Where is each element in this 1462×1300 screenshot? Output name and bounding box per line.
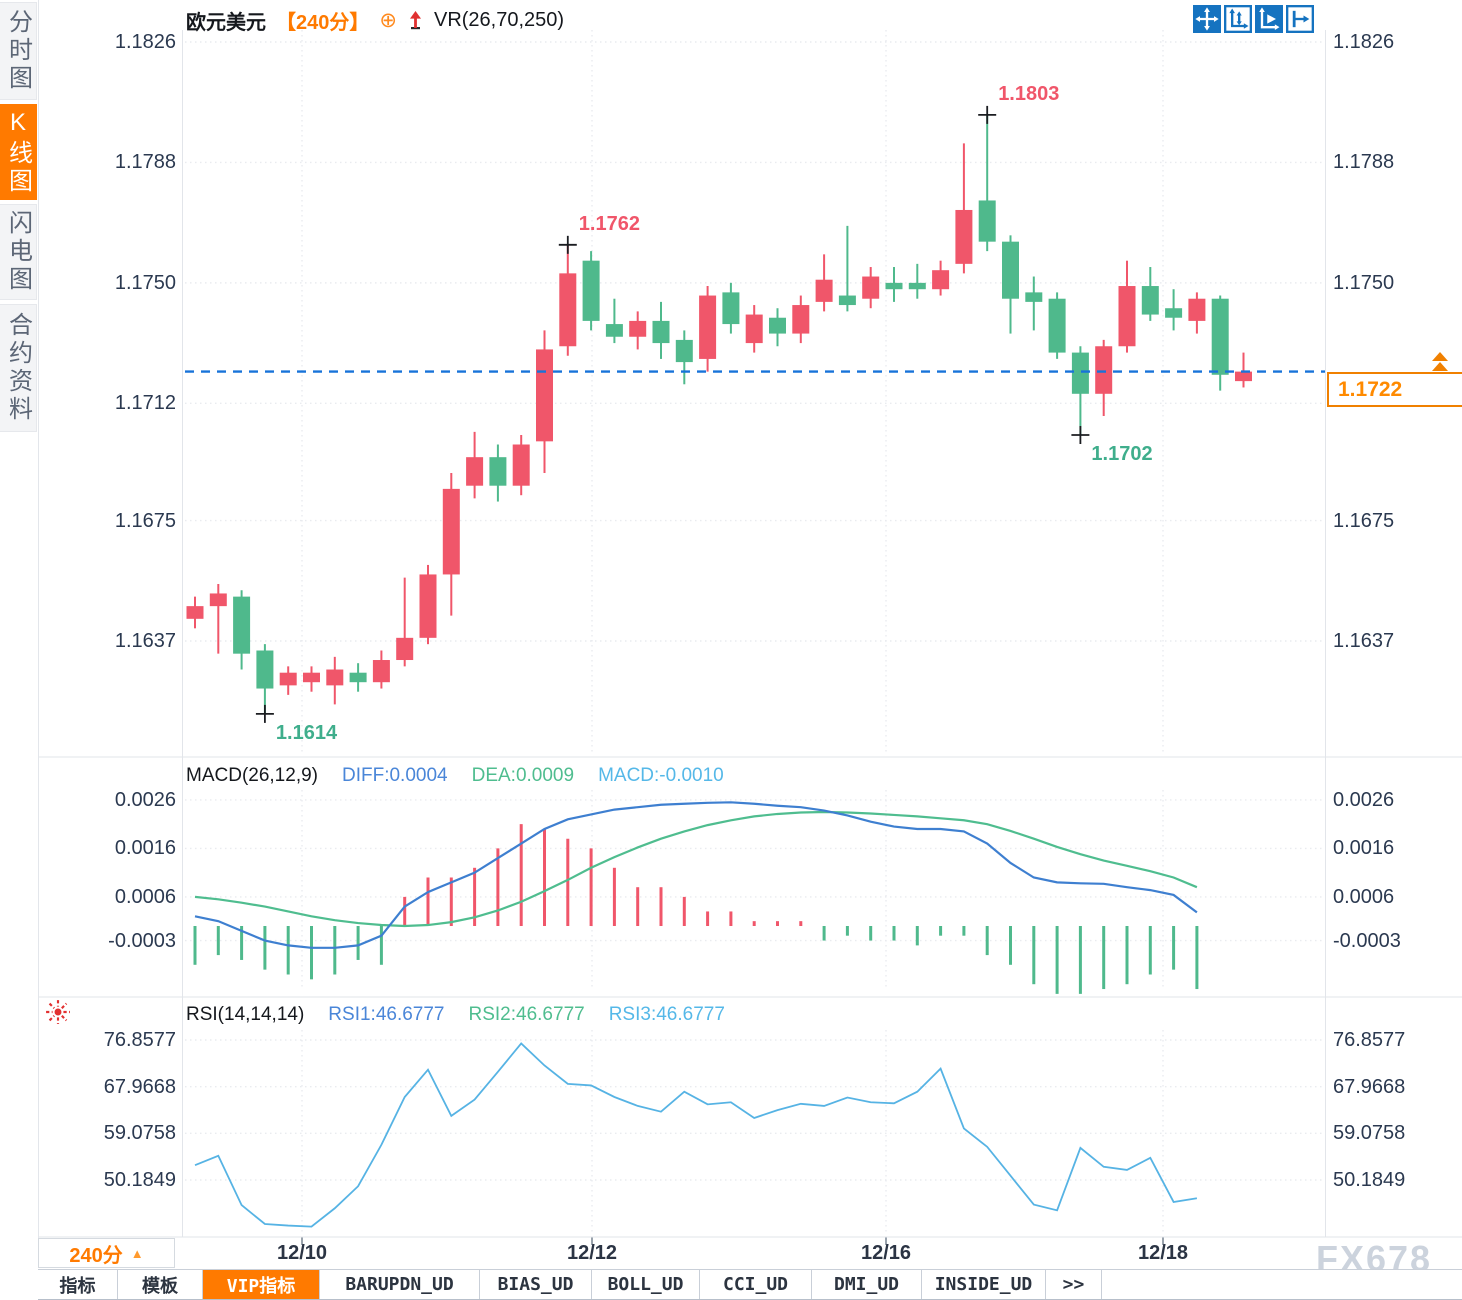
- macd-axis-label-left: -0.0003: [108, 929, 176, 952]
- toolbar-axis-scale-button[interactable]: [1224, 5, 1252, 33]
- rsi-axis-label-right: 76.8577: [1333, 1029, 1406, 1051]
- tab-cci-ud[interactable]: CCI_UD: [700, 1270, 812, 1299]
- price-axis-label-left: 1.1826: [114, 31, 176, 53]
- add-compare-icon[interactable]: ⊕: [379, 9, 397, 32]
- macd-axis-label-left: 0.0006: [114, 885, 176, 908]
- tab-inside-ud[interactable]: INSIDE_UD: [922, 1270, 1046, 1299]
- bottom-tabbar: 指标 模板 VIP指标 BARUPDN_UD BIAS_UD BOLL_UD C…: [38, 1269, 1462, 1300]
- macd-header: MACD(26,12,9) DIFF:0.0004 DEA:0.0009 MAC…: [186, 765, 724, 787]
- vr-up-arrow-icon: [409, 11, 421, 30]
- macd-axis-label-right: 0.0006: [1333, 885, 1395, 908]
- tab-boll-ud[interactable]: BOLL_UD: [592, 1270, 700, 1299]
- price-axis-label-left: 1.1712: [114, 392, 176, 415]
- macd-axis-label-left: 0.0016: [114, 837, 176, 860]
- price-axis-label-left: 1.1788: [114, 151, 176, 174]
- price-axis-label-right: 1.1788: [1333, 151, 1395, 174]
- price-axis-label-right: 1.1637: [1333, 630, 1395, 652]
- macd-hist-value: MACD:-0.0010: [598, 765, 724, 786]
- rsi-axis-label-left: 67.9668: [103, 1075, 176, 1098]
- vr-indicator-label: VR(26,70,250): [433, 9, 565, 31]
- period-label: 【240分】: [276, 12, 370, 34]
- tab-dmi-ud[interactable]: DMI_UD: [812, 1270, 922, 1299]
- move-crosshair-icon: [1193, 4, 1221, 33]
- date-axis-label: 12/10: [276, 1242, 328, 1264]
- high-price-annotation: 1.1803: [998, 82, 1060, 105]
- macd-title: MACD(26,12,9): [186, 765, 318, 786]
- period-dropdown-icon: ▲: [130, 1245, 144, 1261]
- tab-templates[interactable]: 模板: [118, 1270, 203, 1299]
- rsi-axis-label-right: 50.1849: [1333, 1169, 1406, 1191]
- current-price-badge: 1.1722: [1327, 372, 1462, 407]
- left-sidebar: 分时图 K线图 闪电图 合约资料: [0, 0, 39, 1238]
- tab-bias-ud[interactable]: BIAS_UD: [480, 1270, 592, 1299]
- macd-axis-label-right: 0.0016: [1333, 837, 1395, 860]
- price-arrow-up-icon: [1432, 352, 1448, 361]
- macd-diff-value: DIFF:0.0004: [342, 765, 448, 786]
- rsi-title: RSI(14,14,14): [186, 1004, 305, 1025]
- sidebar-tab-label: 分时图: [4, 9, 32, 93]
- period-selector[interactable]: 240分 ▲: [38, 1238, 175, 1268]
- price-axis-label-left: 1.1675: [114, 509, 176, 532]
- toolbar-move-crosshair-button[interactable]: [1193, 4, 1221, 33]
- macd-axis-label-right: -0.0003: [1333, 929, 1401, 952]
- low-price-annotation: 1.1614: [275, 721, 338, 744]
- rsi-header: RSI(14,14,14) RSI1:46.6777 RSI2:46.6777 …: [186, 1004, 725, 1026]
- toolbar-cursor-play-button[interactable]: [1255, 4, 1283, 33]
- tab-vip-indicators[interactable]: VIP指标: [203, 1270, 320, 1299]
- rsi-axis-label-right: 59.0758: [1333, 1122, 1406, 1145]
- price-axis-label-right: 1.1750: [1333, 271, 1395, 294]
- price-axis-label-left: 1.1637: [114, 630, 176, 652]
- symbol-name: 欧元美元: [186, 12, 266, 34]
- rsi1-value: RSI1:46.6777: [328, 1004, 445, 1025]
- sidebar-tab-kline-chart[interactable]: K线图: [0, 104, 37, 200]
- period-value: 240分: [69, 1244, 123, 1267]
- price-axis-label-left: 1.1750: [114, 271, 176, 294]
- rsi-axis-label-right: 67.9668: [1333, 1075, 1406, 1098]
- price-axis-label-right: 1.1826: [1333, 31, 1395, 53]
- macd-axis-label-left: 0.0026: [114, 788, 176, 811]
- macd-dea-value: DEA:0.0009: [471, 765, 575, 786]
- macd-axis-label-right: 0.0026: [1333, 788, 1395, 811]
- rsi-axis-label-left: 76.8577: [103, 1029, 176, 1051]
- toolbar-exit-right-button[interactable]: [1286, 5, 1314, 33]
- date-axis-label: 12/16: [860, 1242, 912, 1264]
- rsi-axis-label-left: 59.0758: [103, 1122, 176, 1145]
- rsi-axis-label-left: 50.1849: [103, 1169, 176, 1191]
- tab-more[interactable]: >>: [1046, 1270, 1102, 1299]
- indicator-starburst-icon[interactable]: [45, 999, 71, 1025]
- sidebar-tab-time-chart[interactable]: 分时图: [0, 2, 37, 100]
- price-axis-label-right: 1.1675: [1333, 509, 1395, 532]
- sidebar-tab-label: K线图: [4, 108, 32, 196]
- chart-title-row: 欧元美元 【240分】 ⊕ VR(26,70,250): [186, 6, 564, 35]
- high-price-annotation: 1.1762: [578, 212, 640, 235]
- sidebar-tab-label: 合约资料: [4, 312, 32, 424]
- sidebar-tab-flash-chart[interactable]: 闪电图: [0, 204, 37, 300]
- rsi2-value: RSI2:46.6777: [468, 1004, 585, 1025]
- axis-scale-icon: [1224, 5, 1252, 33]
- low-price-annotation: 1.1702: [1091, 442, 1153, 465]
- price-arrow-up-icon: [1432, 362, 1448, 371]
- sidebar-tab-contract-info[interactable]: 合约资料: [0, 304, 37, 432]
- tab-indicators[interactable]: 指标: [38, 1270, 118, 1299]
- exit-right-icon: [1286, 5, 1314, 33]
- cursor-play-icon: [1255, 4, 1283, 33]
- date-axis-label: 12/12: [566, 1242, 618, 1264]
- rsi3-value: RSI3:46.6777: [608, 1004, 725, 1025]
- date-axis-label: 12/18: [1137, 1242, 1189, 1264]
- tab-barupdn-ud[interactable]: BARUPDN_UD: [320, 1270, 480, 1299]
- sidebar-tab-label: 闪电图: [4, 210, 32, 294]
